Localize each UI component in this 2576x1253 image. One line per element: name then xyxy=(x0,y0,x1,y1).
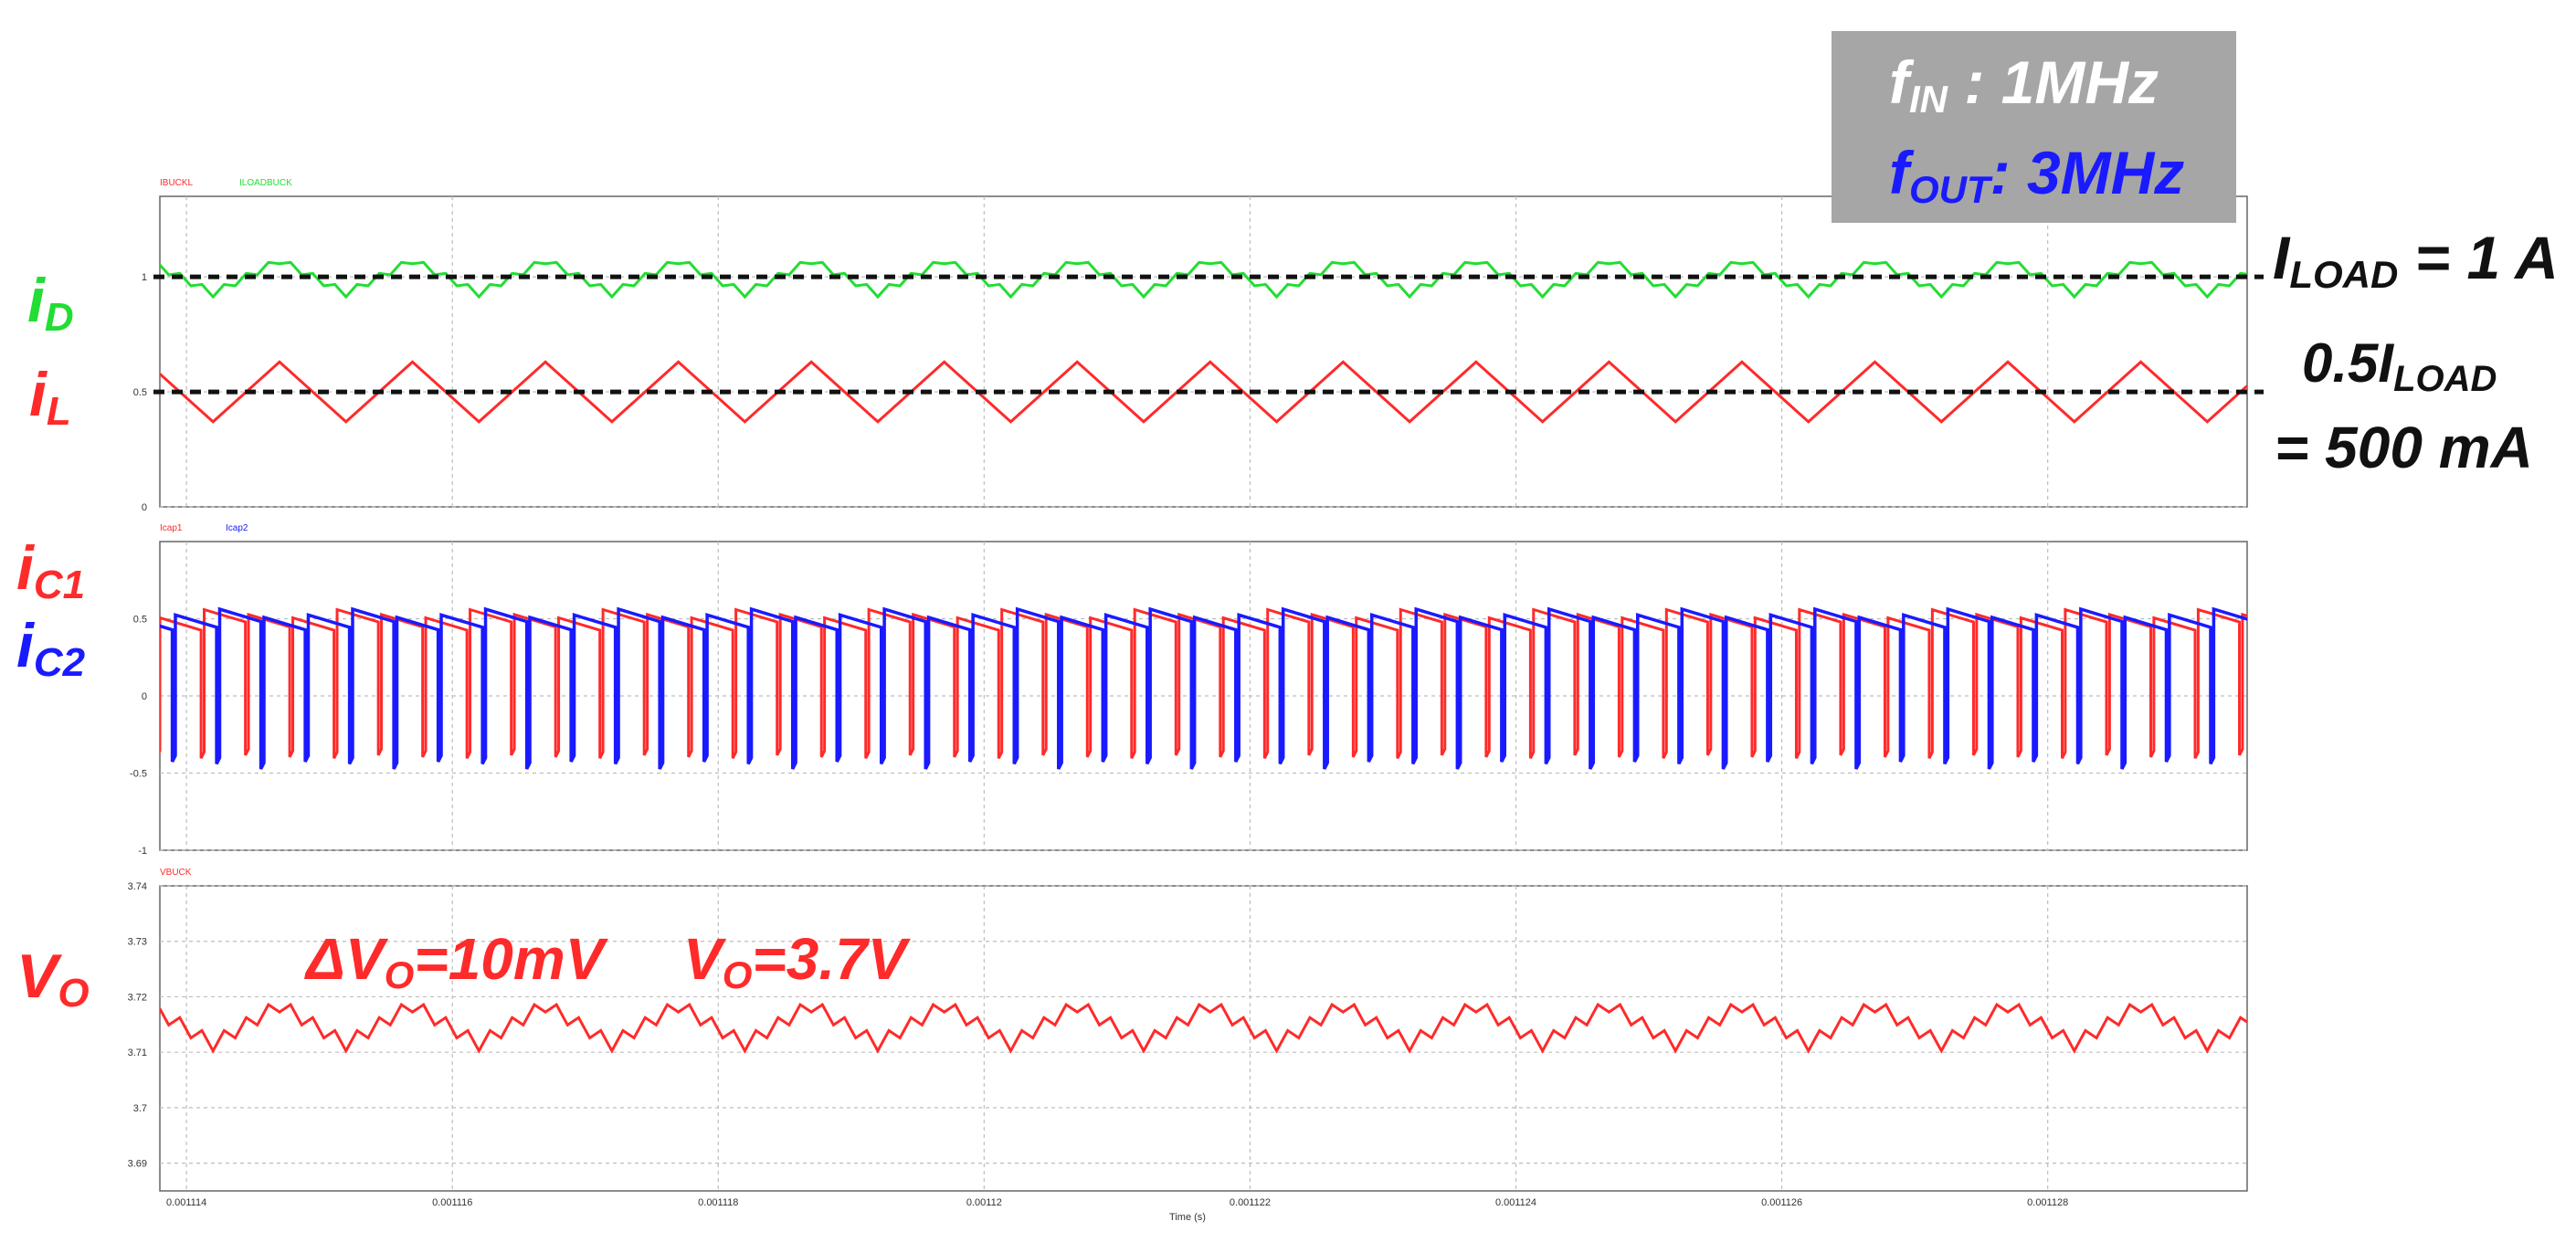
label-vo: VO xyxy=(16,942,90,1016)
iload-annotation: ILOAD = 1 A xyxy=(2273,224,2559,296)
panel-top-frame xyxy=(159,195,2248,508)
x-tick-label: 0.001126 xyxy=(1761,1197,1802,1208)
vo-value-annotation: VO=3.7V xyxy=(683,926,912,996)
half-iload-annotation: 0.5ILOAD xyxy=(2302,332,2497,399)
y-tick-label: 3.74 xyxy=(128,881,147,892)
x-tick-label: 0.001128 xyxy=(2027,1197,2068,1208)
y-tick-label: 0 xyxy=(142,502,147,513)
delta-vo-annotation: ΔVO=10mV xyxy=(304,926,609,996)
y-tick-label: 0.5 xyxy=(133,387,147,398)
y-tick-labels: 0 0.5 1 -1 -0.5 0 0.5 3.69 3.7 3.71 3.72 3.73 3.74 xyxy=(128,272,147,1169)
legend-vbuck: VBUCK xyxy=(160,868,192,878)
label-id: iD xyxy=(27,266,74,340)
legend-iloadbuck: ILOADBUCK xyxy=(239,178,292,188)
panel-middle-frame xyxy=(159,541,2248,851)
y-tick-label: -1 xyxy=(138,846,147,857)
panel-bottom-frame xyxy=(159,885,2248,1192)
x-tick-label: 0.001122 xyxy=(1230,1197,1271,1208)
legend-icap1: Icap1 xyxy=(160,523,183,533)
x-tick-label: 0.001124 xyxy=(1495,1197,1536,1208)
label-il: iL xyxy=(29,360,71,434)
half-iload-value: = 500 mA xyxy=(2275,415,2533,480)
y-tick-label: 0 xyxy=(142,691,147,702)
y-tick-label: 0.5 xyxy=(133,615,147,626)
series-vbuck-line xyxy=(160,1002,2247,1054)
series-ibuckl-line xyxy=(160,360,2247,424)
y-tick-label: 3.73 xyxy=(128,937,147,948)
label-ic1: iC1 xyxy=(16,533,85,607)
series-icap2-line xyxy=(160,606,2247,770)
series-icap1-line xyxy=(160,607,2247,759)
fout-text: fOUT: 3MHz xyxy=(1889,139,2184,211)
y-tick-label: 3.7 xyxy=(133,1103,147,1114)
label-ic2: iC2 xyxy=(16,611,86,685)
fin-text: fIN : 1MHz xyxy=(1889,48,2159,121)
legend-icap2: Icap2 xyxy=(226,523,248,533)
y-tick-label: 3.72 xyxy=(128,992,147,1003)
x-tick-label: 0.001118 xyxy=(698,1197,738,1208)
x-tick-labels: 0.001114 0.001116 0.001118 0.00112 0.001122 0… xyxy=(166,1197,2068,1208)
grid-layer xyxy=(160,196,2247,1191)
legend-ibuckl: IBUCKL xyxy=(160,178,194,188)
y-tick-label: 3.71 xyxy=(128,1048,147,1058)
y-tick-label: 3.69 xyxy=(128,1159,147,1170)
x-axis-label: Time (s) xyxy=(1169,1212,1206,1223)
y-tick-label: -0.5 xyxy=(130,769,147,780)
y-tick-label: 1 xyxy=(142,272,147,283)
frequency-box xyxy=(1832,31,2236,223)
x-tick-label: 0.001116 xyxy=(432,1197,472,1208)
x-tick-label: 0.00112 xyxy=(966,1197,1002,1208)
x-tick-label: 0.001114 xyxy=(166,1197,206,1208)
